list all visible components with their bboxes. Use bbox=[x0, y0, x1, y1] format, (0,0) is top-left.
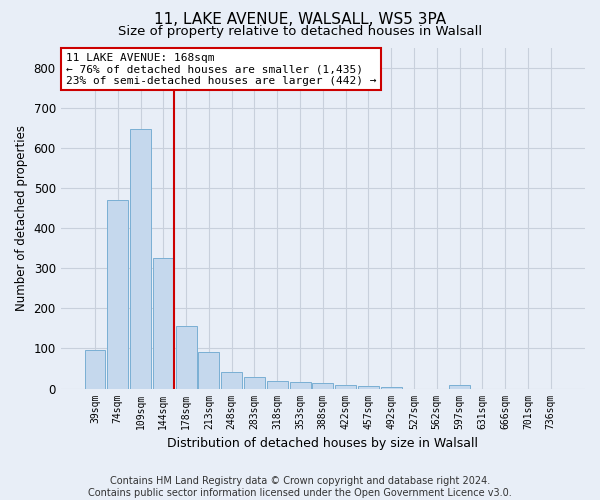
Bar bbox=[313, 382, 334, 388]
Bar bbox=[381, 386, 401, 388]
Bar bbox=[267, 380, 288, 388]
X-axis label: Distribution of detached houses by size in Walsall: Distribution of detached houses by size … bbox=[167, 437, 478, 450]
Bar bbox=[176, 326, 197, 388]
Bar bbox=[358, 386, 379, 388]
Text: 11 LAKE AVENUE: 168sqm
← 76% of detached houses are smaller (1,435)
23% of semi-: 11 LAKE AVENUE: 168sqm ← 76% of detached… bbox=[66, 52, 376, 86]
Bar bbox=[130, 128, 151, 388]
Bar bbox=[449, 384, 470, 388]
Bar bbox=[107, 200, 128, 388]
Bar bbox=[85, 350, 106, 389]
Y-axis label: Number of detached properties: Number of detached properties bbox=[15, 125, 28, 311]
Text: 11, LAKE AVENUE, WALSALL, WS5 3PA: 11, LAKE AVENUE, WALSALL, WS5 3PA bbox=[154, 12, 446, 28]
Text: Size of property relative to detached houses in Walsall: Size of property relative to detached ho… bbox=[118, 25, 482, 38]
Bar bbox=[244, 376, 265, 388]
Bar bbox=[335, 384, 356, 388]
Bar bbox=[290, 382, 311, 388]
Bar bbox=[153, 258, 174, 388]
Text: Contains HM Land Registry data © Crown copyright and database right 2024.
Contai: Contains HM Land Registry data © Crown c… bbox=[88, 476, 512, 498]
Bar bbox=[199, 352, 220, 388]
Bar bbox=[221, 372, 242, 388]
